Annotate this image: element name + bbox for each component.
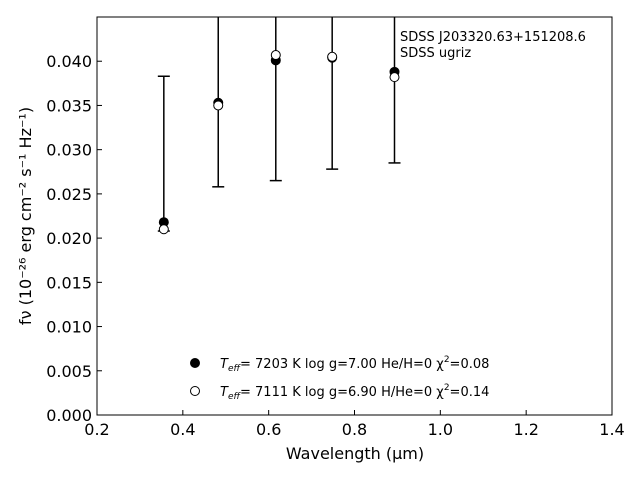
y-tick-label: 0.000 [46,406,92,425]
legend-item-2-chi-sup: 2 [444,383,450,393]
y-tick-label: 0.040 [46,52,92,71]
legend-item-2-teff: T [220,385,229,400]
y-tick-label: 0.020 [46,229,92,248]
x-tick-label: 1.2 [513,420,538,439]
legend: Teff= 7203 K log g=7.00 He/H=0 χ2=0.08 T… [190,355,489,402]
x-tick-label: 0.4 [170,420,195,439]
x-tick-label: 0.6 [256,420,281,439]
x-tick-label: 0.2 [84,420,109,439]
legend-item-1: Teff= 7203 K log g=7.00 He/H=0 χ2=0.08 [220,355,489,374]
legend-item-2-teff-sub: eff [228,392,242,402]
data-point-open [389,72,400,83]
legend-marker-filled [190,358,200,368]
annotation-object-name: SDSS J203320.63+151208.6 [400,30,586,45]
legend-item-1-text: = 7203 K log g=7.00 He/H=0 χ [240,357,444,372]
legend-item-1-teff: T [220,357,229,372]
y-tick-label: 0.015 [46,273,92,292]
legend-item-2: Teff= 7111 K log g=6.90 H/He=0 χ2=0.14 [220,383,489,402]
data-point-open [213,100,224,111]
data-markers [158,50,400,235]
legend-item-1-teff-sub: eff [228,364,242,374]
error-bars [157,17,401,232]
legend-item-2-text: = 7111 K log g=6.90 H/He=0 χ [240,385,444,400]
data-point-open [270,50,281,61]
legend-item-1-chi-val: =0.08 [450,357,490,372]
x-axis-title: Wavelength (μm) [286,444,424,463]
legend-item-2-chi-val: =0.14 [450,385,490,400]
annotation-survey: SDSS ugriz [400,46,471,61]
y-tick-label: 0.035 [46,96,92,115]
y-axis: 0.000 0.005 0.010 0.015 0.020 0.025 0.030 0.035… [46,52,102,425]
y-tick-label: 0.030 [46,141,92,160]
legend-marker-open [190,386,200,396]
data-point-open [158,224,169,235]
data-point-open [327,51,338,62]
x-tick-label: 1.4 [599,420,624,439]
x-axis: 0.2 0.4 0.6 0.8 1.0 1.2 1.4 [84,410,625,439]
x-tick-label: 0.8 [342,420,367,439]
y-tick-label: 0.005 [46,362,92,381]
y-tick-label: 0.025 [46,185,92,204]
legend-item-1-chi-sup: 2 [444,355,450,365]
y-axis-title: fν (10⁻²⁶ erg cm⁻² s⁻¹ Hz⁻¹) [16,107,35,325]
plot-frame [96,16,613,416]
y-tick-label: 0.010 [46,318,92,337]
x-tick-label: 1.0 [428,420,453,439]
